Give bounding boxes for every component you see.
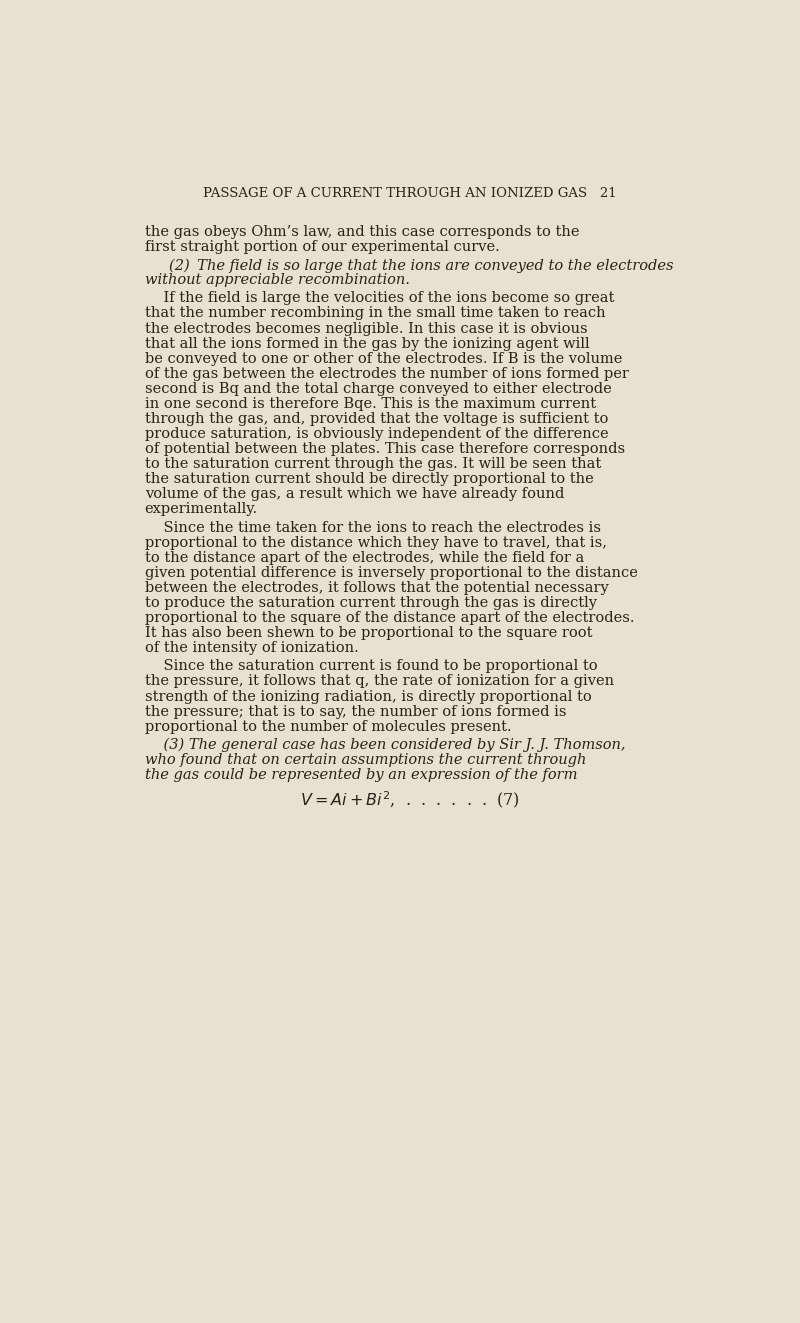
Text: of the gas between the electrodes the number of ions formed per: of the gas between the electrodes the nu… [145,366,629,381]
Text: Since the time taken for the ions to reach the electrodes is: Since the time taken for the ions to rea… [145,521,601,534]
Text: to the distance apart of the electrodes, while the field for a: to the distance apart of the electrodes,… [145,550,584,565]
Text: (3) The general case has been considered by Sir J. J. Thomson,: (3) The general case has been considered… [145,738,625,753]
Text: of potential between the plates. This case therefore corresponds: of potential between the plates. This ca… [145,442,625,456]
Text: proportional to the number of molecules present.: proportional to the number of molecules … [145,720,511,734]
Text: experimentally.: experimentally. [145,503,258,516]
Text: be conveyed to one or other of the electrodes. If B is the volume: be conveyed to one or other of the elect… [145,352,622,365]
Text: the saturation current should be directly proportional to the: the saturation current should be directl… [145,472,594,487]
Text: through the gas, and, provided that the voltage is sufficient to: through the gas, and, provided that the … [145,411,608,426]
Text: that the number recombining in the small time taken to reach: that the number recombining in the small… [145,307,606,320]
Text: second is Bq and the total charge conveyed to either electrode: second is Bq and the total charge convey… [145,382,611,396]
Text: Since the saturation current is found to be proportional to: Since the saturation current is found to… [145,659,598,673]
Text: $V = Ai + Bi^2$,  .  .  .  .  .  .  (7): $V = Ai + Bi^2$, . . . . . . (7) [300,789,520,810]
Text: the electrodes becomes negligible. In this case it is obvious: the electrodes becomes negligible. In th… [145,321,587,336]
Text: the gas obeys Ohm’s law, and this case corresponds to the: the gas obeys Ohm’s law, and this case c… [145,225,579,239]
Text: proportional to the distance which they have to travel, that is,: proportional to the distance which they … [145,536,606,549]
Text: (2)  The field is so large that the ions are conveyed to the electrodes: (2) The field is so large that the ions … [170,258,674,273]
Text: PASSAGE OF A CURRENT THROUGH AN IONIZED GAS   21: PASSAGE OF A CURRENT THROUGH AN IONIZED … [203,188,617,200]
Text: volume of the gas, a result which we have already found: volume of the gas, a result which we hav… [145,487,564,501]
Text: If the field is large the velocities of the ions become so great: If the field is large the velocities of … [145,291,614,306]
Text: produce saturation, is obviously independent of the difference: produce saturation, is obviously indepen… [145,427,608,441]
Text: strength of the ionizing radiation, is directly proportional to: strength of the ionizing radiation, is d… [145,689,591,704]
Text: who found that on certain assumptions the current through: who found that on certain assumptions th… [145,753,586,767]
Text: of the intensity of ionization.: of the intensity of ionization. [145,642,358,655]
Text: the pressure, it follows that q, the rate of ionization for a given: the pressure, it follows that q, the rat… [145,675,614,688]
Text: proportional to the square of the distance apart of the electrodes.: proportional to the square of the distan… [145,611,634,624]
Text: between the electrodes, it follows that the potential necessary: between the electrodes, it follows that … [145,581,608,595]
Text: to the saturation current through the gas. It will be seen that: to the saturation current through the ga… [145,458,601,471]
Text: without appreciable recombination.: without appreciable recombination. [145,274,410,287]
Text: the gas could be represented by an expression of the form: the gas could be represented by an expre… [145,767,577,782]
Text: to produce the saturation current through the gas is directly: to produce the saturation current throug… [145,595,597,610]
Text: that all the ions formed in the gas by the ionizing agent will: that all the ions formed in the gas by t… [145,336,590,351]
Text: It has also been shewn to be proportional to the square root: It has also been shewn to be proportiona… [145,626,592,640]
Text: given potential difference is inversely proportional to the distance: given potential difference is inversely … [145,566,638,579]
Text: the pressure; that is to say, the number of ions formed is: the pressure; that is to say, the number… [145,705,566,718]
Text: in one second is therefore Bqe. This is the maximum current: in one second is therefore Bqe. This is … [145,397,596,411]
Text: first straight portion of our experimental curve.: first straight portion of our experiment… [145,239,499,254]
